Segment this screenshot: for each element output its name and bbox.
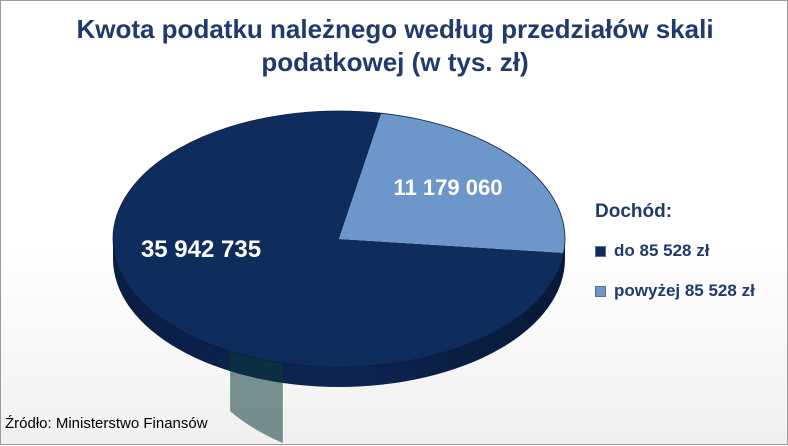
source-note: Źródło: Ministerstwo Finansów <box>5 415 208 432</box>
legend: Dochód: do 85 528 zł powyżej 85 528 zł <box>595 201 755 311</box>
legend-label-1: powyżej 85 528 zł <box>614 281 755 300</box>
pie-slice-0 <box>112 111 564 368</box>
legend-item-0: do 85 528 zł <box>595 231 755 271</box>
pie-rim <box>112 110 566 368</box>
legend-label-0: do 85 528 zł <box>614 241 710 260</box>
chart-title-line-2: podatkowej (w tys. zł) <box>261 47 529 77</box>
pie-side-segment <box>230 351 283 443</box>
chart-title-line-1: Kwota podatku należnego według przedział… <box>76 14 714 44</box>
slice-value-label-1: 11 179 060 <box>394 175 503 200</box>
legend-item-1: powyżej 85 528 zł <box>595 271 755 311</box>
legend-title: Dochód: <box>595 201 673 222</box>
chart-title: Kwota podatku należnego według przedział… <box>1 13 788 79</box>
legend-swatch-0 <box>595 245 606 257</box>
pie-slice-1 <box>339 113 565 253</box>
slice-value-label-0: 35 942 735 <box>141 236 261 263</box>
legend-swatch-1 <box>595 285 606 297</box>
